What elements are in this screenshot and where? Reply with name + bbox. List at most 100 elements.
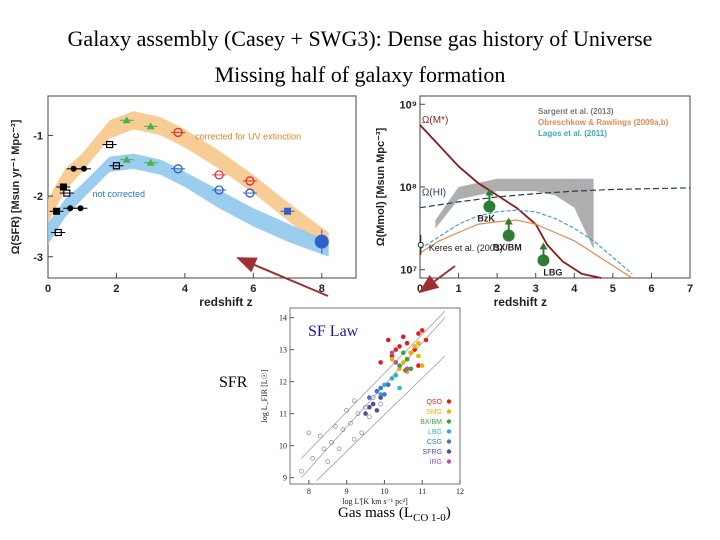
sflaw-legend-entry: CSG bbox=[427, 439, 442, 446]
sflaw-ytick-label: 10 bbox=[279, 442, 287, 451]
gas-series-line bbox=[419, 209, 633, 275]
gas-legend-entry: Lagos et al. (2011) bbox=[538, 129, 607, 138]
sflaw-point bbox=[344, 408, 350, 413]
sflaw-point bbox=[306, 430, 312, 436]
sfr-band-1 bbox=[48, 153, 329, 257]
sfr-point bbox=[284, 207, 292, 215]
sf-law-chart: 8 9 10 11 12 9 10 11 12 13 14 log L'[K km s⁻¹ pc²] l… bbox=[260, 307, 464, 506]
sflaw-point bbox=[393, 347, 399, 352]
sflaw-point bbox=[370, 401, 376, 407]
sflaw-point bbox=[423, 337, 429, 343]
sflaw-fit-line bbox=[301, 310, 446, 459]
sfr-density-chart: 0 2 4 6 8 -1 -2 -3 redshift z Ω(SFR) [Msun yr⁻¹ M… bbox=[10, 95, 357, 309]
sfr-annotation-uncorrected: not corrected bbox=[92, 189, 145, 199]
sflaw-point bbox=[389, 353, 395, 359]
gas-point bbox=[502, 229, 515, 242]
sfr-point bbox=[122, 155, 131, 163]
sflaw-point bbox=[419, 363, 425, 368]
sflaw-xtick-label: 12 bbox=[456, 487, 464, 496]
sflaw-legend-marker bbox=[446, 459, 452, 464]
sflaw-point bbox=[374, 388, 380, 394]
sfr-point bbox=[59, 183, 67, 191]
sfr-ytick-label: -3 bbox=[33, 252, 43, 264]
sflaw-legend-marker bbox=[446, 399, 452, 404]
gas-point-label: BzK bbox=[477, 214, 495, 224]
sfr-ytick-label: -2 bbox=[33, 191, 43, 203]
sflaw-point bbox=[397, 366, 402, 372]
sfr-xtick-label: 8 bbox=[319, 283, 325, 295]
sflaw-xtick-label: 9 bbox=[345, 487, 349, 496]
sflaw-point bbox=[397, 344, 402, 349]
sflaw-point bbox=[401, 334, 406, 340]
sflaw-ytick-label: 9 bbox=[283, 474, 287, 483]
sfr-point bbox=[80, 165, 87, 172]
sflaw-legend-marker bbox=[446, 409, 452, 414]
sflaw-ytick-label: 11 bbox=[279, 410, 287, 419]
sflaw-legend-entry: BX/BM bbox=[420, 419, 442, 426]
sflaw-point bbox=[351, 436, 357, 442]
sflaw-point bbox=[374, 408, 380, 413]
sfr-point bbox=[77, 205, 84, 212]
sfr-x-axis-label: redshift z bbox=[199, 295, 252, 309]
sfr-point bbox=[173, 164, 183, 174]
sflaw-ytick-label: 13 bbox=[279, 346, 287, 355]
sflaw-point bbox=[404, 356, 410, 362]
gas-xtick-label: 0 bbox=[417, 283, 423, 295]
sfr-point bbox=[53, 207, 61, 215]
gas-xtick-label: 3 bbox=[533, 283, 539, 295]
sflaw-point bbox=[419, 328, 425, 333]
sfr-point bbox=[54, 228, 62, 237]
sf-law-label: SF Law bbox=[308, 323, 359, 340]
gas-series-line bbox=[419, 124, 602, 279]
sflaw-point bbox=[359, 430, 365, 436]
gas-annotation-hi: Ω(HI) bbox=[422, 187, 446, 198]
sfr-point bbox=[214, 185, 224, 195]
gas-ytick-label: 10⁸ bbox=[400, 182, 417, 194]
gas-x-axis-label: redshift z bbox=[494, 295, 547, 309]
sfr-point bbox=[105, 140, 114, 149]
sfr-point bbox=[112, 162, 121, 170]
sflaw-x-axis-label: log L'[K km s⁻¹ pc²] bbox=[342, 497, 408, 506]
arrow-to-gas-chart bbox=[418, 265, 456, 294]
sflaw-point bbox=[389, 356, 395, 362]
sflaw-point bbox=[404, 366, 410, 372]
sflaw-point bbox=[397, 363, 402, 368]
gas-point-arrowhead bbox=[485, 188, 494, 196]
sfr-point bbox=[245, 188, 255, 198]
sflaw-fit-line bbox=[316, 355, 446, 482]
sflaw-point bbox=[416, 353, 421, 359]
gas-xtick-label: 6 bbox=[648, 283, 654, 295]
sflaw-point bbox=[367, 404, 372, 410]
sflaw-xtick-label: 10 bbox=[380, 487, 388, 496]
sflaw-point bbox=[382, 392, 387, 397]
gas-mass-label: Gas mass (LCO 1-0) bbox=[338, 505, 451, 524]
arrow-to-sfr-chart bbox=[236, 257, 329, 297]
sfr-xtick-label: 2 bbox=[113, 283, 119, 295]
sflaw-point bbox=[401, 350, 406, 356]
sflaw-point bbox=[351, 398, 357, 404]
sflaw-point bbox=[408, 350, 414, 356]
sflaw-point bbox=[367, 395, 372, 400]
sflaw-point bbox=[332, 424, 338, 429]
sflaw-point bbox=[416, 340, 421, 346]
sflaw-legend-entry: LBG bbox=[428, 429, 442, 436]
sfr-annotation-corrected: corrected for UV extinction bbox=[195, 131, 301, 141]
sflaw-point bbox=[401, 360, 406, 365]
sflaw-point bbox=[340, 427, 346, 432]
sfr-point bbox=[214, 170, 224, 180]
sflaw-point bbox=[329, 440, 334, 445]
sflaw-point bbox=[404, 340, 410, 346]
sflaw-point bbox=[389, 376, 395, 381]
sflaw-point bbox=[382, 382, 387, 388]
sflaw-point bbox=[355, 411, 361, 416]
gas-point-arrowhead bbox=[539, 242, 548, 250]
sfr-point bbox=[67, 205, 74, 212]
sflaw-legend-entry: SFRG bbox=[423, 449, 442, 456]
sflaw-point bbox=[378, 401, 384, 407]
sflaw-legend-marker bbox=[446, 449, 452, 454]
gas-xtick-label: 7 bbox=[687, 283, 693, 295]
gas-y-axis-label: Ω(Mmol) [Msun Mpc⁻³] bbox=[375, 127, 387, 246]
sflaw-xtick-label: 11 bbox=[418, 487, 426, 496]
sflaw-point bbox=[325, 459, 331, 464]
gas-xtick-label: 4 bbox=[571, 283, 578, 295]
